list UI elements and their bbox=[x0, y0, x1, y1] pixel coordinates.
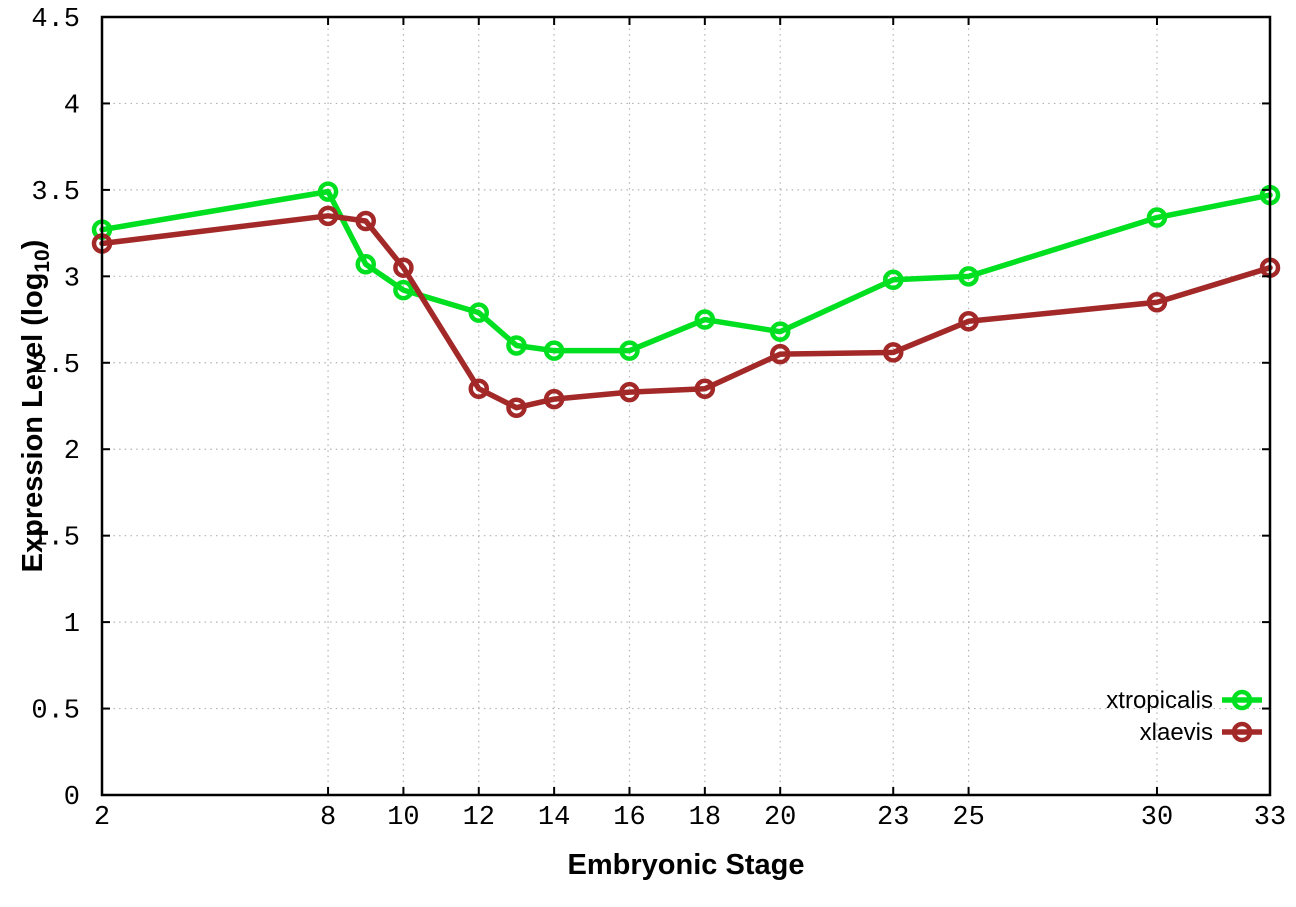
data-point-marker-xtropicalis bbox=[619, 340, 640, 361]
y-tick-label: 3.5 bbox=[31, 178, 80, 208]
tick-label-layer: 2 8 10 12 14 16 18 20 23 25 30 33 0 0.5 1 1.5 2 2.5 3 3.5 4 4… bbox=[31, 5, 1286, 833]
grid-layer bbox=[101, 16, 1271, 796]
x-tick-label: 30 bbox=[1141, 803, 1173, 833]
y-axis-title-suffix: ) bbox=[17, 239, 50, 250]
legend-marker-xtropicalis bbox=[1231, 689, 1253, 711]
y-tick-label: 0.5 bbox=[31, 697, 80, 727]
data-point-marker-xlaevis bbox=[468, 378, 490, 399]
data-point-marker-xlaevis bbox=[769, 343, 791, 365]
x-tick-label: 2 bbox=[94, 803, 110, 833]
legend-layer: xtropicalis xlaevis bbox=[1106, 687, 1262, 746]
data-point-marker-xtropicalis bbox=[355, 253, 376, 275]
data-point-marker-xlaevis bbox=[506, 397, 527, 418]
data-point-marker-xlaevis bbox=[694, 378, 716, 399]
x-tick-label: 12 bbox=[463, 803, 495, 833]
data-point-marker-xtropicalis bbox=[506, 335, 527, 356]
data-point-marker-xlaevis bbox=[393, 257, 414, 278]
x-tick-label: 33 bbox=[1254, 803, 1286, 833]
data-point-marker-xtropicalis bbox=[1146, 207, 1168, 228]
y-axis-title-subscript: 10 bbox=[30, 249, 54, 273]
data-point-marker-xlaevis bbox=[355, 210, 376, 232]
x-tick-label: 18 bbox=[689, 803, 721, 833]
y-tick-label: 3 bbox=[64, 264, 80, 294]
y-tick-label: 2 bbox=[64, 437, 80, 467]
data-point-marker-xtropicalis bbox=[543, 340, 565, 361]
y-tick-label: 0 bbox=[64, 783, 80, 813]
data-point-marker-xlaevis bbox=[317, 205, 339, 227]
y-axis-title-text: Expression Level (log bbox=[17, 272, 50, 573]
x-axis-title: Embryonic Stage bbox=[567, 849, 805, 881]
x-tick-label: 14 bbox=[538, 803, 570, 833]
y-tick-label: 4 bbox=[64, 91, 80, 121]
legend-label-xlaevis: xlaevis bbox=[1140, 719, 1213, 746]
data-point-marker-xtropicalis bbox=[958, 266, 979, 287]
data-point-marker-xtropicalis bbox=[468, 302, 490, 323]
data-point-marker-xlaevis bbox=[958, 311, 979, 332]
axes-layer bbox=[100, 15, 1272, 797]
y-axis-title: Expression Level (log10) bbox=[17, 240, 55, 573]
legend-label-xtropicalis: xtropicalis bbox=[1106, 687, 1213, 714]
series-line-xlaevis bbox=[99, 213, 1273, 411]
series-layer bbox=[91, 181, 1281, 418]
y-tick-label: 1 bbox=[64, 610, 80, 640]
data-point-marker-xtropicalis bbox=[694, 309, 716, 330]
y-tick-label: 2.5 bbox=[31, 351, 80, 381]
x-tick-label: 10 bbox=[387, 803, 419, 833]
x-tick-label: 23 bbox=[877, 803, 909, 833]
data-point-marker-xtropicalis bbox=[882, 269, 904, 291]
legend-marker-xlaevis bbox=[1231, 721, 1253, 743]
x-tick-label: 8 bbox=[320, 803, 336, 833]
y-tick-label: 4.5 bbox=[31, 5, 80, 35]
x-tick-label: 20 bbox=[764, 803, 796, 833]
data-point-marker-xtropicalis bbox=[393, 279, 414, 301]
data-point-marker-xtropicalis bbox=[317, 181, 339, 202]
y-tick-label: 1.5 bbox=[31, 524, 80, 554]
data-point-marker-xlaevis bbox=[543, 388, 565, 410]
data-point-marker-xlaevis bbox=[619, 381, 640, 403]
data-point-marker-xtropicalis bbox=[769, 321, 791, 342]
x-tick-label: 16 bbox=[613, 803, 645, 833]
series-line-xtropicalis bbox=[99, 188, 1273, 354]
data-point-marker-xlaevis bbox=[1146, 292, 1168, 313]
data-point-marker-xlaevis bbox=[882, 342, 904, 363]
x-tick-label: 25 bbox=[952, 803, 984, 833]
plot-border bbox=[100, 15, 1272, 797]
